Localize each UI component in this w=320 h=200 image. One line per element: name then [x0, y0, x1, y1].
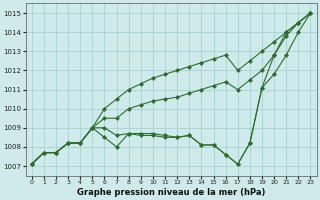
- X-axis label: Graphe pression niveau de la mer (hPa): Graphe pression niveau de la mer (hPa): [77, 188, 265, 197]
